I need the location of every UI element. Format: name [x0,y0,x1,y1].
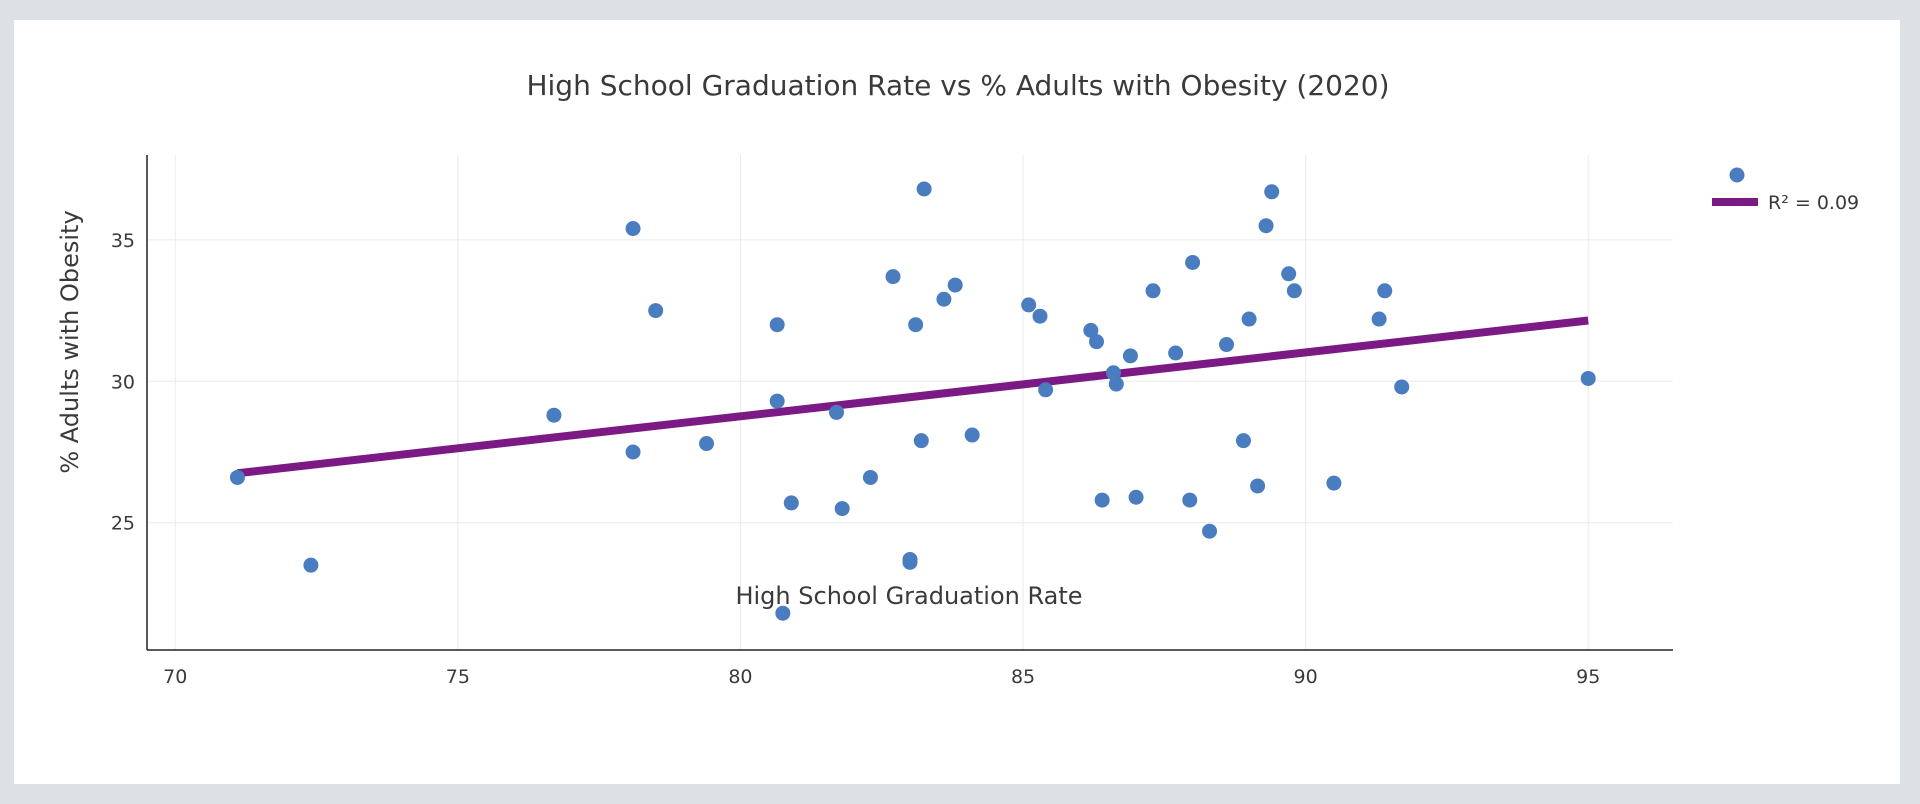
data-point-5 [648,303,664,319]
trendline-line [236,316,1589,478]
data-point-37 [1202,523,1218,539]
data-point-20 [936,291,952,307]
y-axis-title: % Adults with Obesity [56,210,84,473]
data-point-34 [1168,345,1184,361]
data-point-3 [625,444,641,460]
data-point-48 [1377,283,1393,299]
data-point-31 [1122,348,1138,364]
axes [146,155,1673,651]
data-point-8 [769,393,785,409]
x-tick-label-4: 90 [1294,666,1318,688]
data-point-2 [546,407,562,423]
data-point-9 [775,605,791,621]
data-point-13 [862,469,878,485]
chart-title: High School Graduation Rate vs % Adults … [526,69,1389,102]
data-point-33 [1145,283,1161,299]
data-point-25 [1038,382,1054,398]
data-point-19 [916,181,932,197]
data-point-32 [1128,489,1144,505]
data-point-42 [1258,218,1274,234]
data-point-24 [1032,308,1048,324]
legend-marker-points [1729,167,1745,183]
data-point-1 [303,557,319,573]
y-tick-label-2: 35 [111,230,135,252]
data-point-4 [625,221,641,237]
data-points [229,181,1596,621]
data-point-39 [1235,433,1251,449]
data-point-6 [699,436,715,452]
scatter-chart: 70 75 80 85 90 95 25 30 35 High School Graduatio… [56,69,1859,688]
data-point-17 [908,317,924,333]
data-point-35 [1182,492,1198,508]
data-point-38 [1219,337,1235,353]
data-point-11 [829,404,845,420]
x-tick-label-0: 70 [163,666,187,688]
data-point-50 [1580,370,1596,386]
data-point-14 [885,269,901,285]
y-tick-label-0: 25 [111,513,135,535]
data-point-36 [1185,254,1201,270]
data-point-43 [1264,184,1280,200]
grid-lines [147,155,1673,650]
data-point-16 [902,554,918,570]
data-point-10 [783,495,799,511]
data-point-46 [1326,475,1342,491]
data-point-40 [1241,311,1257,327]
x-tick-label-2: 80 [728,666,752,688]
data-point-27 [1089,334,1105,350]
y-tick-label-1: 30 [111,371,135,393]
data-point-12 [834,501,850,517]
x-axis-title: High School Graduation Rate [735,582,1082,610]
data-point-47 [1371,311,1387,327]
data-point-30 [1108,376,1124,392]
legend-label-trendline: R² = 0.09 [1768,192,1859,214]
tick-labels: 70 75 80 85 90 95 25 30 35 [111,230,1601,688]
data-point-23 [1021,297,1037,313]
data-point-21 [947,277,963,293]
legend: R² = 0.09 [1712,167,1859,214]
data-point-49 [1394,379,1410,395]
data-point-29 [1105,365,1121,381]
data-point-22 [964,427,980,443]
x-tick-label-3: 85 [1011,666,1035,688]
data-point-41 [1250,478,1266,494]
x-tick-label-5: 95 [1576,666,1600,688]
x-tick-label-1: 75 [446,666,470,688]
data-point-7 [769,317,785,333]
trendline [236,316,1589,478]
data-point-0 [229,469,245,485]
chart-card: 70 75 80 85 90 95 25 30 35 High School Graduatio… [14,20,1900,784]
data-point-18 [913,433,929,449]
data-point-26 [1083,322,1099,338]
data-point-45 [1286,283,1302,299]
data-point-44 [1281,266,1297,282]
data-point-28 [1094,492,1110,508]
